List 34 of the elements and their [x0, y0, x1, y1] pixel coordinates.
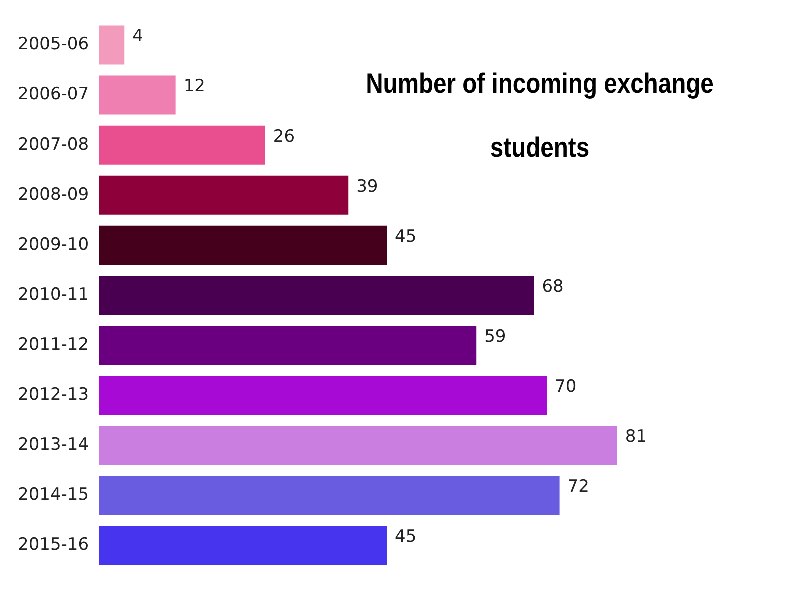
y-tick-label: 2011-12 [18, 334, 90, 355]
data-label: 12 [184, 76, 206, 97]
bar [99, 226, 388, 265]
data-label: 4 [132, 26, 144, 47]
bar [99, 476, 560, 516]
bar [99, 26, 125, 65]
y-tick-label: 2006-07 [18, 84, 90, 105]
bar [99, 526, 388, 566]
bar [99, 326, 477, 366]
data-label: 26 [273, 126, 296, 147]
bar [99, 76, 176, 115]
y-tick-label: 2012-13 [18, 385, 90, 406]
y-tick-label: 2009-10 [18, 234, 90, 255]
y-tick-label: 2015-16 [18, 535, 90, 556]
data-label: 45 [395, 527, 417, 548]
bar [99, 126, 266, 165]
bar [99, 276, 534, 316]
data-label: 59 [484, 326, 506, 347]
y-tick-label: 2005-06 [18, 34, 90, 55]
y-tick-label: 2008-09 [18, 184, 90, 205]
data-label: 68 [542, 276, 564, 297]
data-label: 72 [568, 477, 590, 498]
data-label: 45 [395, 226, 417, 247]
data-label: 39 [356, 176, 378, 197]
text: Number of incoming exchange students [366, 68, 714, 163]
y-tick-label: 2010-11 [18, 284, 90, 305]
data-label: 70 [555, 377, 577, 398]
bar [99, 176, 349, 215]
y-tick-label: 2013-14 [18, 435, 90, 456]
data-label: 81 [625, 427, 648, 448]
bar [99, 376, 548, 416]
y-tick-label: 2007-08 [18, 134, 90, 155]
y-tick-label: 2014-15 [18, 485, 90, 506]
bar [99, 426, 618, 466]
